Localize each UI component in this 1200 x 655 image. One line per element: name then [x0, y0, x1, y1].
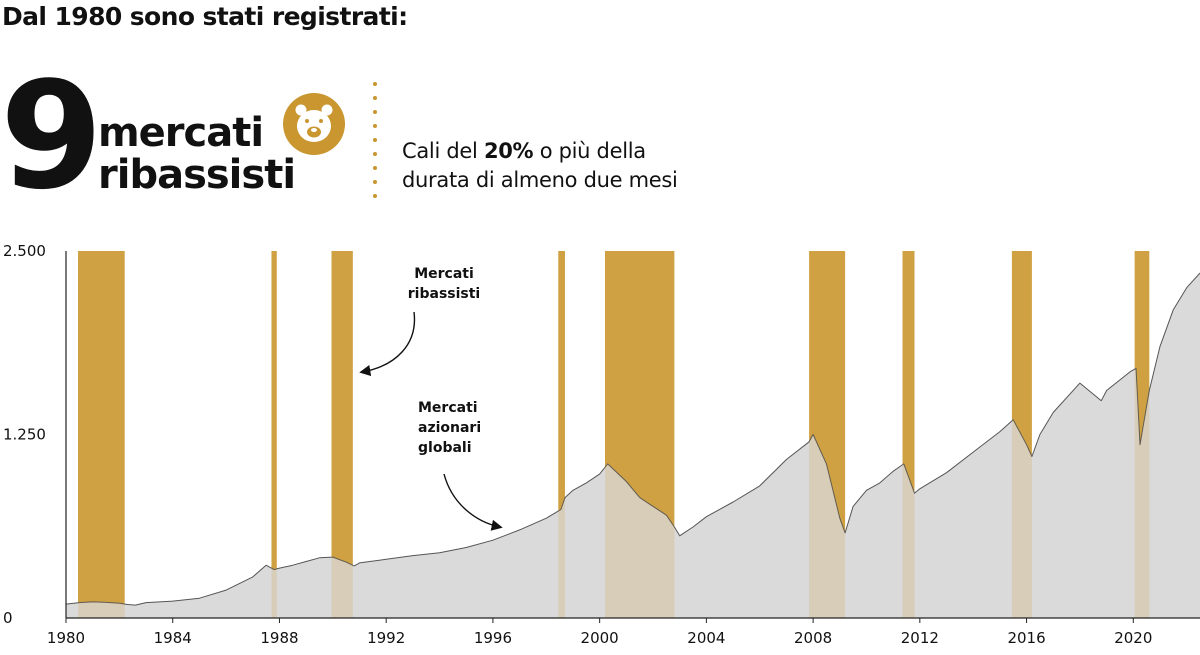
x-tick-label: 2012	[901, 629, 939, 647]
bear-market-band	[331, 251, 353, 618]
global-equity-series	[65, 272, 1200, 618]
annotation-bear-line1: Mercati	[414, 266, 474, 282]
x-tick-label: 2008	[794, 629, 832, 647]
x-tick-label: 2016	[1007, 629, 1045, 647]
annotation-equities-line1: Mercati	[418, 400, 478, 416]
axes: 0 1.250 2.500 1980 1984 1988 1992 1996 2000 2004 2…	[3, 242, 1200, 647]
y-tick-label: 1.250	[3, 426, 46, 444]
x-tick-label: 1988	[260, 629, 298, 647]
x-tick-label: 1980	[47, 629, 85, 647]
annotation-bear-markets: Mercati ribassisti	[359, 266, 480, 377]
x-tick-label: 2004	[687, 629, 725, 647]
annotation-equities-line2: azionari	[418, 420, 481, 436]
definition-line1: Cali del 20% o più della	[402, 139, 646, 163]
y-tick-label: 2.500	[3, 242, 46, 260]
x-tick-label: 2020	[1114, 629, 1152, 647]
annotation-equities: Mercati azionari globali	[418, 400, 503, 531]
bear-market-label: mercati ribassisti	[98, 110, 296, 198]
bear-label-line1: mercati	[98, 110, 264, 156]
annotation-bear-arrow	[359, 311, 416, 377]
annotation-bear-line2: ribassisti	[408, 286, 480, 302]
x-tick-label: 1996	[474, 629, 512, 647]
bear-icon	[283, 93, 345, 155]
bear-market-band	[271, 251, 277, 618]
x-tick-label: 1984	[154, 629, 192, 647]
headline: Dal 1980 sono stati registrati:	[2, 2, 408, 31]
bear-market-band	[558, 251, 565, 618]
series-area	[66, 273, 1200, 618]
bear-market-count: 9	[0, 50, 103, 222]
bear-market-band	[78, 251, 125, 618]
definition-threshold: 20%	[483, 139, 534, 163]
bear-label-line2: ribassisti	[98, 152, 296, 198]
annotation-equities-arrow	[443, 473, 503, 531]
x-tick-label: 1992	[367, 629, 405, 647]
series-line	[65, 272, 1200, 606]
chart: 0 1.250 2.500 1980 1984 1988 1992 1996 2000 2004 2…	[3, 242, 1200, 647]
y-tick-label: 0	[3, 609, 13, 627]
x-tick-label: 2000	[581, 629, 619, 647]
definition-text: Cali del 20% o più della durata di almen…	[402, 137, 678, 195]
dotted-divider	[373, 82, 377, 198]
definition-line2: durata di almeno due mesi	[402, 168, 678, 192]
annotation-equities-line3: globali	[418, 440, 472, 456]
